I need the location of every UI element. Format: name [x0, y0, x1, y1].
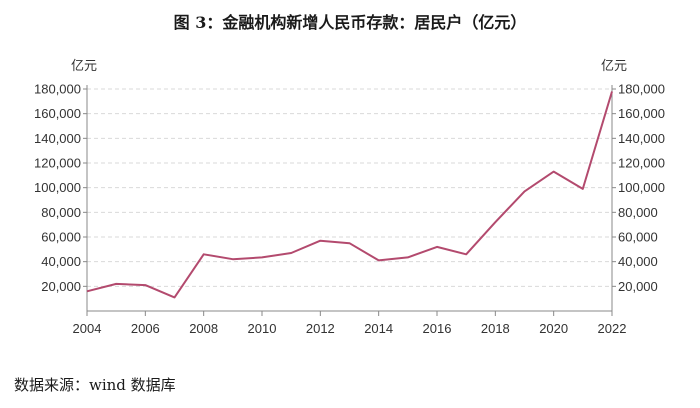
series-line [86, 91, 613, 299]
y-tick-label-right: 40,000 [618, 254, 658, 269]
y-tick-label-right: 80,000 [618, 205, 658, 220]
y-tick-label-left: 100,000 [34, 180, 81, 195]
source-note: 数据来源：wind 数据库 [14, 376, 176, 394]
x-tick-label: 2020 [539, 321, 568, 336]
y-tick-label-right: 60,000 [618, 230, 658, 245]
y-tick-label-right: 100,000 [618, 180, 665, 195]
y-tick-label-left: 60,000 [41, 230, 81, 245]
x-axis-ticks: 2004 2006 2008 2010 2012 2014 2016 2018 2020 2022 [73, 321, 627, 336]
y-axis-left-unit: 亿元 [71, 59, 97, 74]
y-axis-right-ticks: 20,000 40,000 60,000 80,000 100,000 120,000 14… [618, 82, 665, 294]
y-tick-label-right: 180,000 [618, 82, 665, 97]
series [86, 91, 613, 299]
y-axis-left-ticks: 20,000 40,000 60,000 80,000 100,000 120,000 14… [34, 82, 81, 294]
x-tick-label: 2008 [189, 321, 218, 336]
y-tick-label-left: 160,000 [34, 106, 81, 121]
x-tick-label: 2006 [131, 321, 160, 336]
y-tick-label-left: 40,000 [41, 254, 81, 269]
chart-title: 图 3：金融机构新增人民币存款：居民户（亿元） [173, 13, 527, 32]
y-tick-label-left: 80,000 [41, 205, 81, 220]
y-axis-right-unit: 亿元 [601, 59, 627, 74]
y-tick-label-left: 140,000 [34, 131, 81, 146]
x-tick-label: 2018 [481, 321, 510, 336]
x-tick-label: 2010 [248, 321, 277, 336]
x-tick-label: 2016 [423, 321, 452, 336]
y-tick-label-left: 120,000 [34, 156, 81, 171]
y-tick-label-right: 20,000 [618, 279, 658, 294]
y-tick-label-right: 140,000 [618, 131, 665, 146]
x-tick-label: 2014 [364, 321, 393, 336]
y-tick-label-left: 180,000 [34, 82, 81, 97]
x-tick-label: 2012 [306, 321, 335, 336]
x-tick-label: 2004 [73, 321, 102, 336]
gridlines [87, 88, 612, 287]
y-tick-label-right: 160,000 [618, 106, 665, 121]
x-tick-label: 2022 [598, 321, 627, 336]
y-tick-label-left: 20,000 [41, 279, 81, 294]
axes [83, 85, 616, 316]
y-tick-label-right: 120,000 [618, 156, 665, 171]
